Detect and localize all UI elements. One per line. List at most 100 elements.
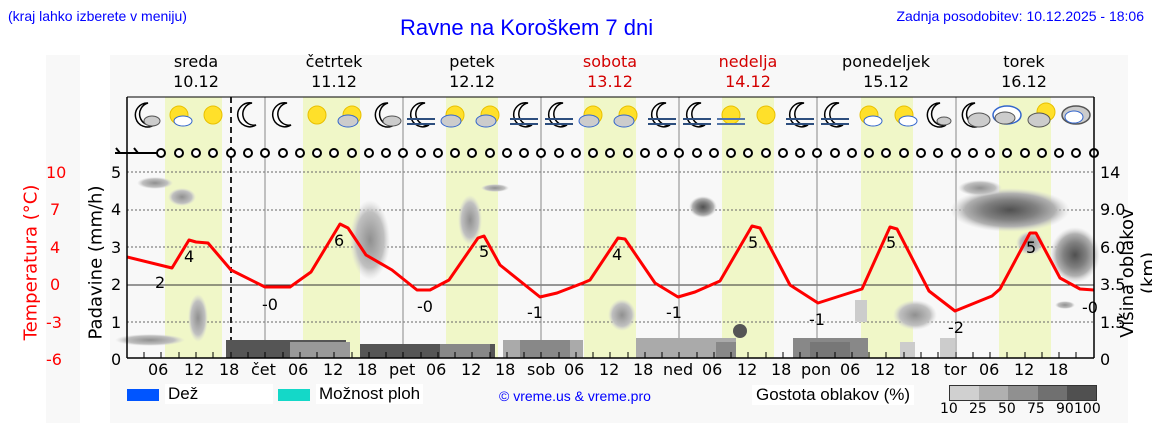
x-tick-label: 06 <box>702 360 723 379</box>
cloud-height-tick: 6.0 <box>1100 238 1126 257</box>
moon-cloud-icon <box>961 102 991 128</box>
moon-fog-icon <box>821 102 849 128</box>
chart-title: Ravne na Koroškem 7 dni <box>400 15 654 40</box>
x-tick-label: 18 <box>357 360 378 379</box>
x-tick-label: 12 <box>461 360 482 379</box>
temp-axis-panel <box>46 55 80 423</box>
svg-text:6: 6 <box>334 231 344 250</box>
precip-tick: 5 <box>111 163 122 182</box>
svg-text:-0: -0 <box>262 295 278 314</box>
svg-text:4: 4 <box>612 245 622 264</box>
x-axis-labels: 06 12 18 čet 06 12 18 pet 06 12 18 sob 0… <box>0 360 1152 382</box>
moon-fog-icon <box>510 102 538 128</box>
svg-text:5: 5 <box>886 233 896 252</box>
moon-icon <box>271 102 292 128</box>
rain-swatch <box>127 389 159 401</box>
temp-tick: 10 <box>46 163 67 182</box>
weather-icons-row <box>134 102 1091 128</box>
svg-text:-0: -0 <box>1082 298 1098 317</box>
density-step-90 <box>1066 386 1097 400</box>
svg-text:-1: -1 <box>527 303 543 322</box>
moon-cloud-icon <box>926 102 952 128</box>
copyright-link[interactable]: © vreme.us & vreme.pro <box>499 388 651 404</box>
moon-icon <box>236 102 257 128</box>
temp-tick: 4 <box>50 238 61 257</box>
cloud-height-axis-title: Višina oblakov (km) <box>1117 208 1152 338</box>
density-tick: 100 <box>1074 401 1101 417</box>
sun-icon <box>203 105 223 125</box>
precip-tick: 0 <box>111 350 122 369</box>
showers-legend-label: Možnost ploh <box>316 384 423 404</box>
sun-cloud-icon <box>578 105 603 128</box>
cloud-density-scale <box>949 385 1097 401</box>
x-tick-label: 06 <box>288 360 309 379</box>
x-tick-label: 18 <box>1048 360 1069 379</box>
x-tick-label: 06 <box>979 360 1000 379</box>
density-tick: 10 <box>940 401 958 417</box>
sun-icon <box>756 105 776 125</box>
x-tick-label: 18 <box>633 360 654 379</box>
density-tick: 50 <box>998 401 1016 417</box>
x-ticks <box>143 352 1077 358</box>
moon-cloud-icon <box>134 102 161 128</box>
wind-row <box>115 147 160 154</box>
temperature-line <box>126 222 1095 313</box>
cloud-height-tick: 0 <box>1100 350 1111 369</box>
wind-calm-circles <box>156 148 1099 158</box>
last-update: Zadnja posodobitev: 10.12.2025 - 18:06 <box>896 8 1144 24</box>
moon-cloud-icon <box>374 102 402 128</box>
svg-text:4: 4 <box>184 247 194 266</box>
temp-tick: 0 <box>50 275 61 294</box>
cloud-icon <box>1061 105 1091 125</box>
x-tick-label: 12 <box>1014 360 1035 379</box>
moon-fog-icon <box>545 102 573 128</box>
moon-fog-icon <box>407 102 435 128</box>
cloud-height-tick: 3.5 <box>1100 275 1126 294</box>
cloud-height-tick: 14 <box>1100 163 1121 182</box>
cloud-density-label: Gostota oblakov (%) <box>752 385 915 405</box>
x-tick-label: 18 <box>219 360 240 379</box>
day-label: ponedeljek 15.12 <box>842 52 930 91</box>
precip-axis-title-wrap: Padavine (mm/h) <box>84 180 108 350</box>
midnight-lines <box>264 97 957 358</box>
sun-cloud-icon <box>440 105 465 128</box>
density-step-50 <box>1008 386 1038 400</box>
day-label: četrtek 11.12 <box>305 52 363 91</box>
temp-tick: -3 <box>46 313 62 332</box>
x-tick-label: 12 <box>875 360 896 379</box>
cloud-height-tick: 9.0 <box>1100 200 1126 219</box>
precip-tick: 2 <box>111 275 122 294</box>
sun-cloud-icon <box>169 105 193 127</box>
sun-cloud-icon <box>337 105 362 128</box>
moon-fog-icon <box>683 102 711 128</box>
x-tick-label: 12 <box>323 360 344 379</box>
temp-tick: 7 <box>50 200 61 219</box>
density-step-10 <box>950 386 980 400</box>
sun-cloud-icon <box>894 105 918 127</box>
x-tick-label: 06 <box>564 360 585 379</box>
sun-cloud-icon <box>1027 102 1056 128</box>
x-tick-label: tor <box>944 360 967 379</box>
density-step-25 <box>979 386 1009 400</box>
sun-cloud-icon <box>859 105 883 127</box>
density-tick: 75 <box>1027 401 1045 417</box>
sun-cloud-icon <box>475 105 500 128</box>
precip-axis-title: Padavine (mm/h) <box>85 185 107 340</box>
sun-icon <box>307 105 327 125</box>
rain-legend-label: Dež <box>165 384 273 404</box>
x-tick-label: pet <box>389 360 416 379</box>
x-tick-label: pon <box>801 360 832 379</box>
x-tick-label: ned <box>663 360 694 379</box>
cloud-density-ticks: 10 25 50 75 90 100 <box>940 401 1101 419</box>
x-tick-label: čet <box>251 360 276 379</box>
day-label-weekend: sobota 13.12 <box>582 52 638 91</box>
day-labels: sreda 10.12 četrtek 11.12 petek 12.12 sobot… <box>127 52 1093 92</box>
temp-axis-title: Temperatura (°C) <box>20 184 42 341</box>
svg-text:5: 5 <box>479 242 489 261</box>
location-hint-link[interactable]: (kraj lahko izberete v meniju) <box>8 8 187 24</box>
svg-text:5: 5 <box>748 233 758 252</box>
cloud-height-tick: 1.5 <box>1100 313 1126 332</box>
cloud-icon <box>992 105 1022 125</box>
x-tick-label: 06 <box>148 360 169 379</box>
svg-text:-0: -0 <box>417 297 433 316</box>
